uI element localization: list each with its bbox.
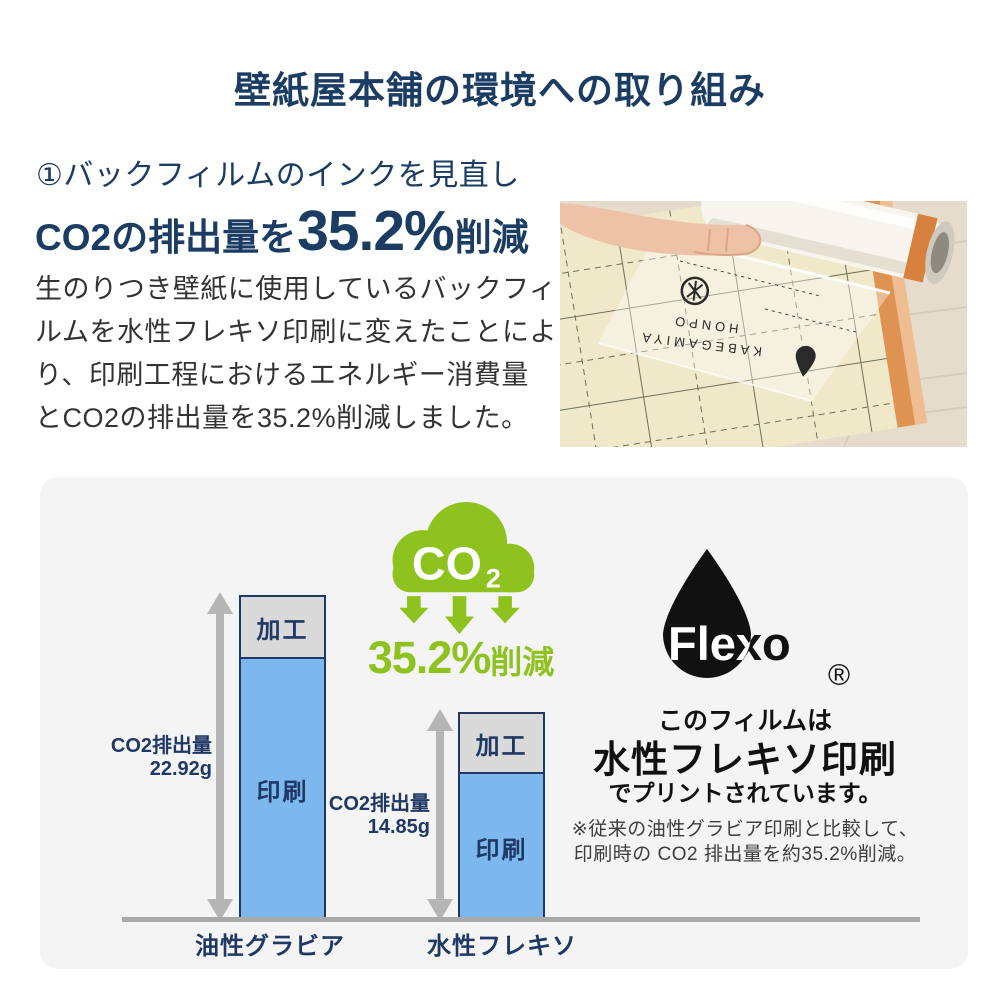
co2-headline: CO2の排出量を 35.2% 削減	[35, 198, 529, 264]
amount-label-oil: CO2排出量 22.92g	[70, 735, 212, 781]
paragraph-line: とCO2の排出量を35.2%削減しました。	[35, 403, 529, 433]
cloud-shape	[392, 502, 535, 593]
flexo-caption-3: でプリントされています。	[608, 780, 882, 806]
paragraph-line: 生のりつき壁紙に使用しているバックフィ	[35, 274, 557, 304]
product-photo: KABEGAMIYA HONPO	[560, 201, 967, 447]
co2-down-arrows-icon	[399, 596, 520, 635]
axis-label-oil-gravure: 油性グラビア	[195, 933, 345, 960]
axis-label-water-flexo: 水性フレキソ	[427, 933, 577, 960]
hand	[560, 203, 762, 257]
wallpaper-roll	[701, 201, 955, 284]
chart-baseline	[122, 917, 920, 922]
co2-cloud-icon: CO 2	[392, 502, 535, 635]
intro-paragraph: 生のりつき壁紙に使用しているバックフィ ルムを水性フレキソ印刷に変えたことによ …	[35, 268, 557, 440]
bar-segment-processing: 加工	[241, 597, 324, 659]
amount-line: CO2排出量	[110, 735, 212, 757]
paragraph-line: り、印刷工程におけるエネルギー消費量	[35, 360, 529, 390]
cloud-co2-text: CO	[412, 538, 482, 590]
reduction-label: 35.2% 削減	[336, 632, 586, 684]
comparison-panel: CO 2 35.2% 削減 加工 印刷	[40, 477, 968, 969]
bar-oil-gravure: 加工 印刷	[239, 595, 326, 922]
clear-film: KABEGAMIYA HONPO	[597, 233, 891, 402]
amount-line: 14.85g	[367, 816, 430, 838]
paragraph-line: ルムを水性フレキソ印刷に変えたことによ	[35, 317, 557, 347]
flexo-caption-2: 水性フレキソ印刷	[593, 739, 897, 780]
registered-mark: ®	[828, 659, 850, 692]
film-stamp-icon	[680, 276, 710, 306]
reduction-percent: 35.2%	[367, 632, 492, 683]
bar-segment-printing: 印刷	[460, 774, 543, 920]
flexo-caption-1: このフィルムは	[657, 707, 832, 735]
reduction-suffix: 削減	[490, 644, 555, 680]
amount-line: CO2排出量	[328, 793, 430, 815]
segment-label: 印刷	[256, 779, 309, 806]
section-heading: ①バックフィルムのインクを見直し	[36, 159, 520, 192]
co2-headline-suffix: 削減	[454, 217, 529, 258]
measure-arrow-left-icon	[207, 592, 233, 921]
segment-label: 加工	[256, 616, 309, 644]
amount-label-flexo: CO2排出量 14.85g	[288, 793, 430, 839]
co2-headline-percent: 35.2%	[297, 199, 455, 263]
segment-label: 加工	[475, 732, 528, 760]
flexo-logo-text-overlay: Flexo	[668, 617, 791, 670]
cloud-co2-subscript: 2	[486, 562, 501, 593]
flexo-drop-icon	[663, 549, 751, 678]
flexo-logo: Flexo Flexo ®	[663, 549, 850, 692]
flexo-logo-text: Flexo	[668, 617, 791, 670]
flexo-note-2: 印刷時の CO2 排出量を約35.2%削減。	[573, 844, 917, 865]
bar-segment-processing: 加工	[460, 714, 543, 774]
segment-label: 印刷	[475, 836, 528, 864]
amount-line: 22.92g	[149, 758, 212, 780]
page-title: 壁紙屋本舗の環境への取り組み	[234, 70, 766, 111]
bar-segment-printing: 印刷	[241, 659, 324, 920]
flexo-note-1: ※従来の油性グラビア印刷と比較して、	[571, 819, 919, 840]
measure-arrow-right-icon	[427, 709, 453, 921]
bar-water-flexo: 加工 印刷	[458, 712, 545, 922]
film-drop-icon	[795, 345, 816, 377]
co2-headline-prefix: CO2の排出量を	[35, 217, 297, 258]
